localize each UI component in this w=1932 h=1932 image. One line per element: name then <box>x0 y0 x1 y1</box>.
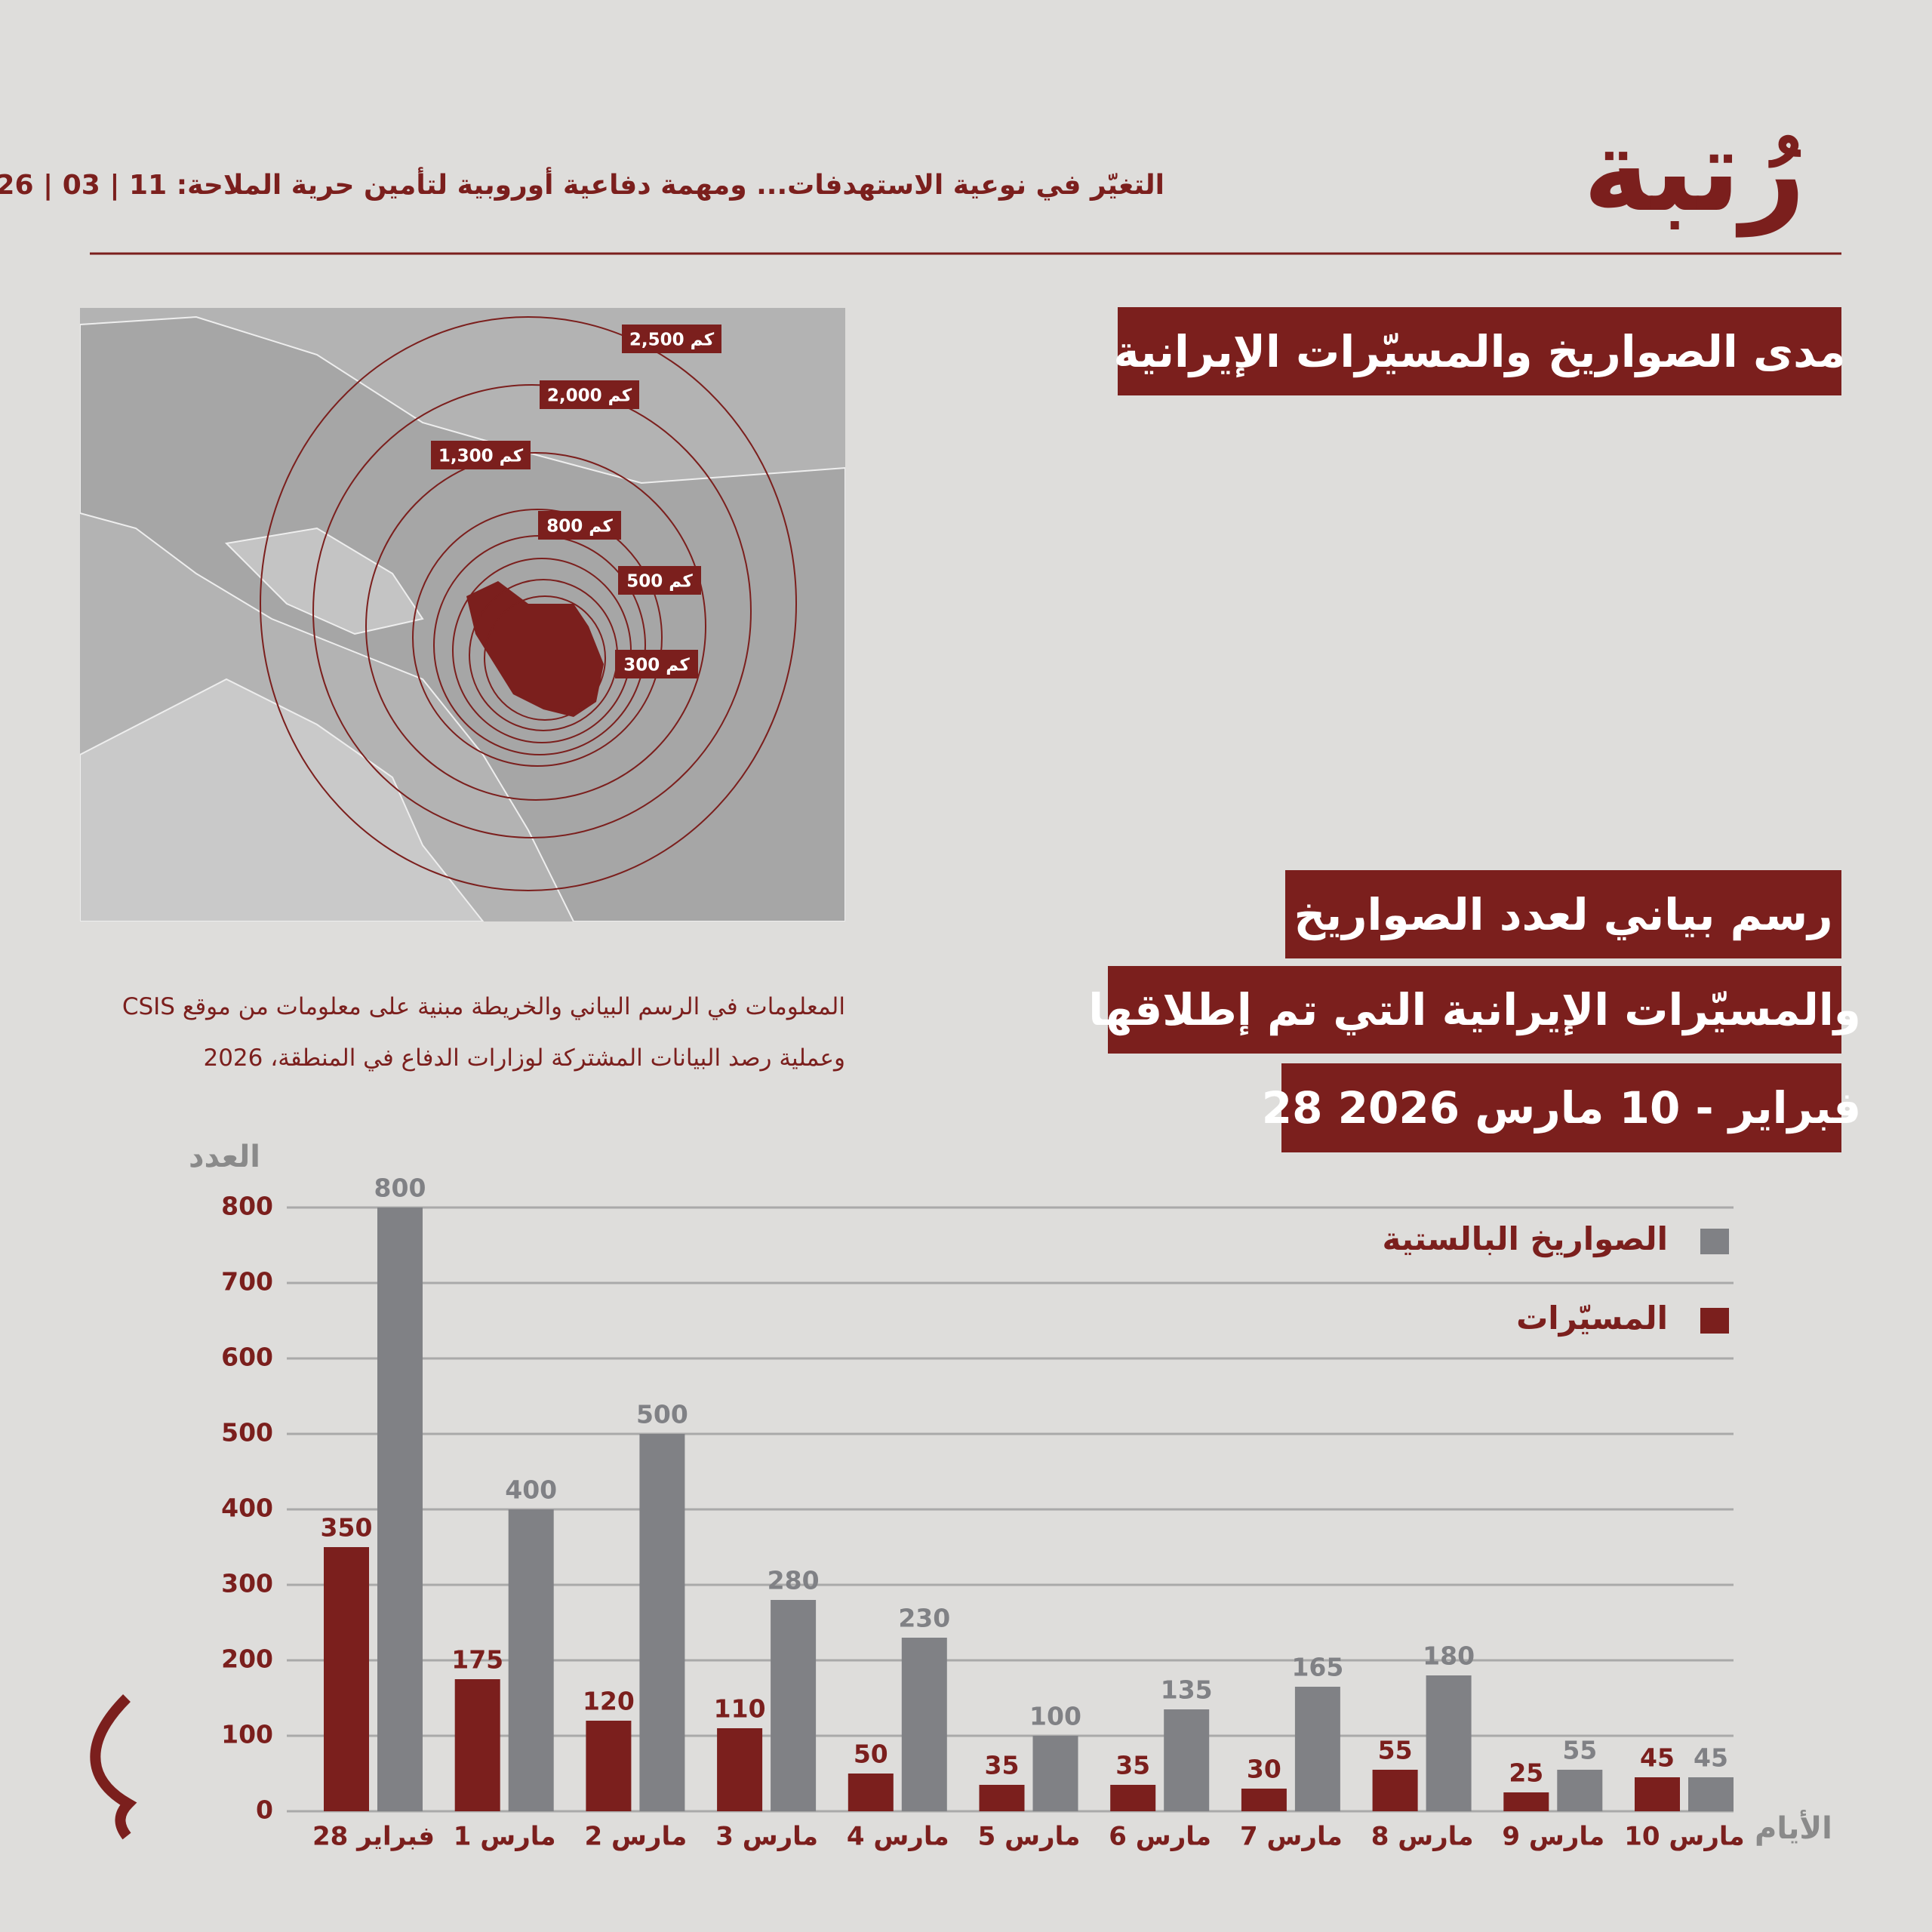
value-label: 35 <box>985 1751 1020 1780</box>
bar <box>901 1638 947 1811</box>
x-tick-label: 9 مارس <box>1502 1822 1604 1852</box>
value-label: 230 <box>898 1604 950 1633</box>
y-tick-label: 200 <box>221 1644 273 1674</box>
bar <box>1241 1789 1287 1811</box>
source-note: المعلومات في الرسم البياني والخريطة مبني… <box>122 993 845 1020</box>
bar <box>848 1774 894 1811</box>
bar <box>454 1679 500 1811</box>
y-tick-label: 700 <box>221 1267 273 1297</box>
value-label: 350 <box>321 1513 373 1543</box>
bar <box>508 1509 554 1811</box>
chart-title: 28 فبراير - 10 مارس 2026 <box>1262 1063 1861 1152</box>
x-tick-label: 3 مارس <box>715 1822 818 1852</box>
value-label: 800 <box>374 1174 426 1203</box>
y-tick-label: 600 <box>221 1343 273 1372</box>
range-label-box <box>615 650 698 678</box>
bar <box>1032 1736 1078 1811</box>
range-label-box <box>622 325 721 353</box>
y-tick-label: 800 <box>221 1192 273 1221</box>
y-tick-label: 300 <box>221 1569 273 1598</box>
value-label: 400 <box>505 1475 557 1505</box>
x-axis-label: الأيام <box>1755 1811 1832 1846</box>
x-tick-label: 1 مارس <box>454 1822 556 1852</box>
y-tick-label: 500 <box>221 1418 273 1447</box>
x-tick-label: 5 مارس <box>978 1822 1081 1852</box>
bar <box>1688 1777 1734 1811</box>
range-label-box <box>618 566 701 595</box>
value-label: 120 <box>583 1687 635 1716</box>
range-label-box <box>431 441 531 469</box>
legend-label: الصواريخ البالستية <box>1382 1220 1668 1257</box>
bar <box>377 1208 423 1811</box>
range-label: 1,300 كم <box>438 447 524 466</box>
legend-swatch <box>1700 1308 1729 1334</box>
value-label: 500 <box>636 1400 688 1429</box>
bar <box>1294 1687 1340 1811</box>
bar <box>1426 1675 1472 1811</box>
header-title: التغيّر في نوعية الاستهدفات... ومهمة دفا… <box>0 170 1164 201</box>
map-land <box>80 678 485 921</box>
bar <box>639 1434 685 1811</box>
value-label: 110 <box>714 1694 766 1724</box>
y-tick-label: 100 <box>221 1720 273 1749</box>
map-land <box>224 527 424 635</box>
bar <box>1372 1770 1418 1811</box>
range-label: 2,500 كم <box>629 331 715 350</box>
x-tick-label: 10 مارس <box>1624 1822 1744 1852</box>
value-label: 55 <box>1378 1736 1413 1765</box>
y-tick-label: 0 <box>256 1795 273 1825</box>
bar <box>324 1547 369 1811</box>
value-label: 35 <box>1115 1751 1150 1780</box>
value-label: 180 <box>1423 1641 1475 1671</box>
chart-title: والمسيّرات الإيرانية التي تم إطلاقها <box>1088 966 1861 1054</box>
chart-title: رسم بياني لعدد الصواريخ <box>1285 870 1841 958</box>
y-axis-label: العدد <box>189 1140 260 1174</box>
value-label: 45 <box>1640 1743 1675 1773</box>
legend-swatch <box>1700 1229 1729 1254</box>
x-tick-label: 2 مارس <box>584 1822 687 1852</box>
value-label: 175 <box>451 1645 503 1675</box>
bar <box>1635 1777 1680 1811</box>
value-label: 100 <box>1029 1702 1081 1731</box>
logo: رُتبة <box>1583 106 1806 237</box>
range-label-box <box>540 380 639 409</box>
value-label: 165 <box>1291 1653 1343 1682</box>
range-label-box <box>538 511 621 540</box>
x-tick-label: 7 مارس <box>1240 1822 1343 1852</box>
value-label: 50 <box>854 1740 888 1769</box>
x-tick-label: 28 فبراير <box>312 1822 435 1852</box>
value-label: 135 <box>1161 1675 1213 1705</box>
bar <box>717 1728 763 1811</box>
bar <box>1164 1709 1210 1811</box>
range-label: 800 كم <box>546 517 613 537</box>
map-title: مدى الصواريخ والمسيّرات الإيرانية <box>1113 307 1846 395</box>
x-tick-label: 4 مارس <box>847 1822 949 1852</box>
value-label: 30 <box>1247 1755 1281 1784</box>
x-tick-label: 8 مارس <box>1371 1822 1474 1852</box>
bar <box>1110 1785 1156 1811</box>
value-label: 45 <box>1694 1743 1728 1773</box>
bar <box>1557 1770 1603 1811</box>
x-tick-label: 6 مارس <box>1109 1822 1211 1852</box>
value-label: 25 <box>1509 1758 1543 1788</box>
range-label: 500 كم <box>626 572 693 592</box>
decoration <box>90 1694 137 1840</box>
bar <box>1503 1792 1549 1811</box>
source-note: وعملية رصد البيانات المشتركة لوزارات الد… <box>203 1044 845 1072</box>
legend-label: المسيّرات <box>1516 1300 1668 1337</box>
range-label: 300 كم <box>623 656 690 675</box>
value-label: 280 <box>768 1566 820 1595</box>
y-tick-label: 400 <box>221 1494 273 1523</box>
bar <box>979 1785 1025 1811</box>
map-land <box>80 315 845 921</box>
range-label: 2,000 كم <box>547 386 632 406</box>
map <box>80 308 845 921</box>
bar <box>771 1600 817 1811</box>
bar <box>586 1721 632 1811</box>
value-label: 55 <box>1562 1736 1597 1765</box>
